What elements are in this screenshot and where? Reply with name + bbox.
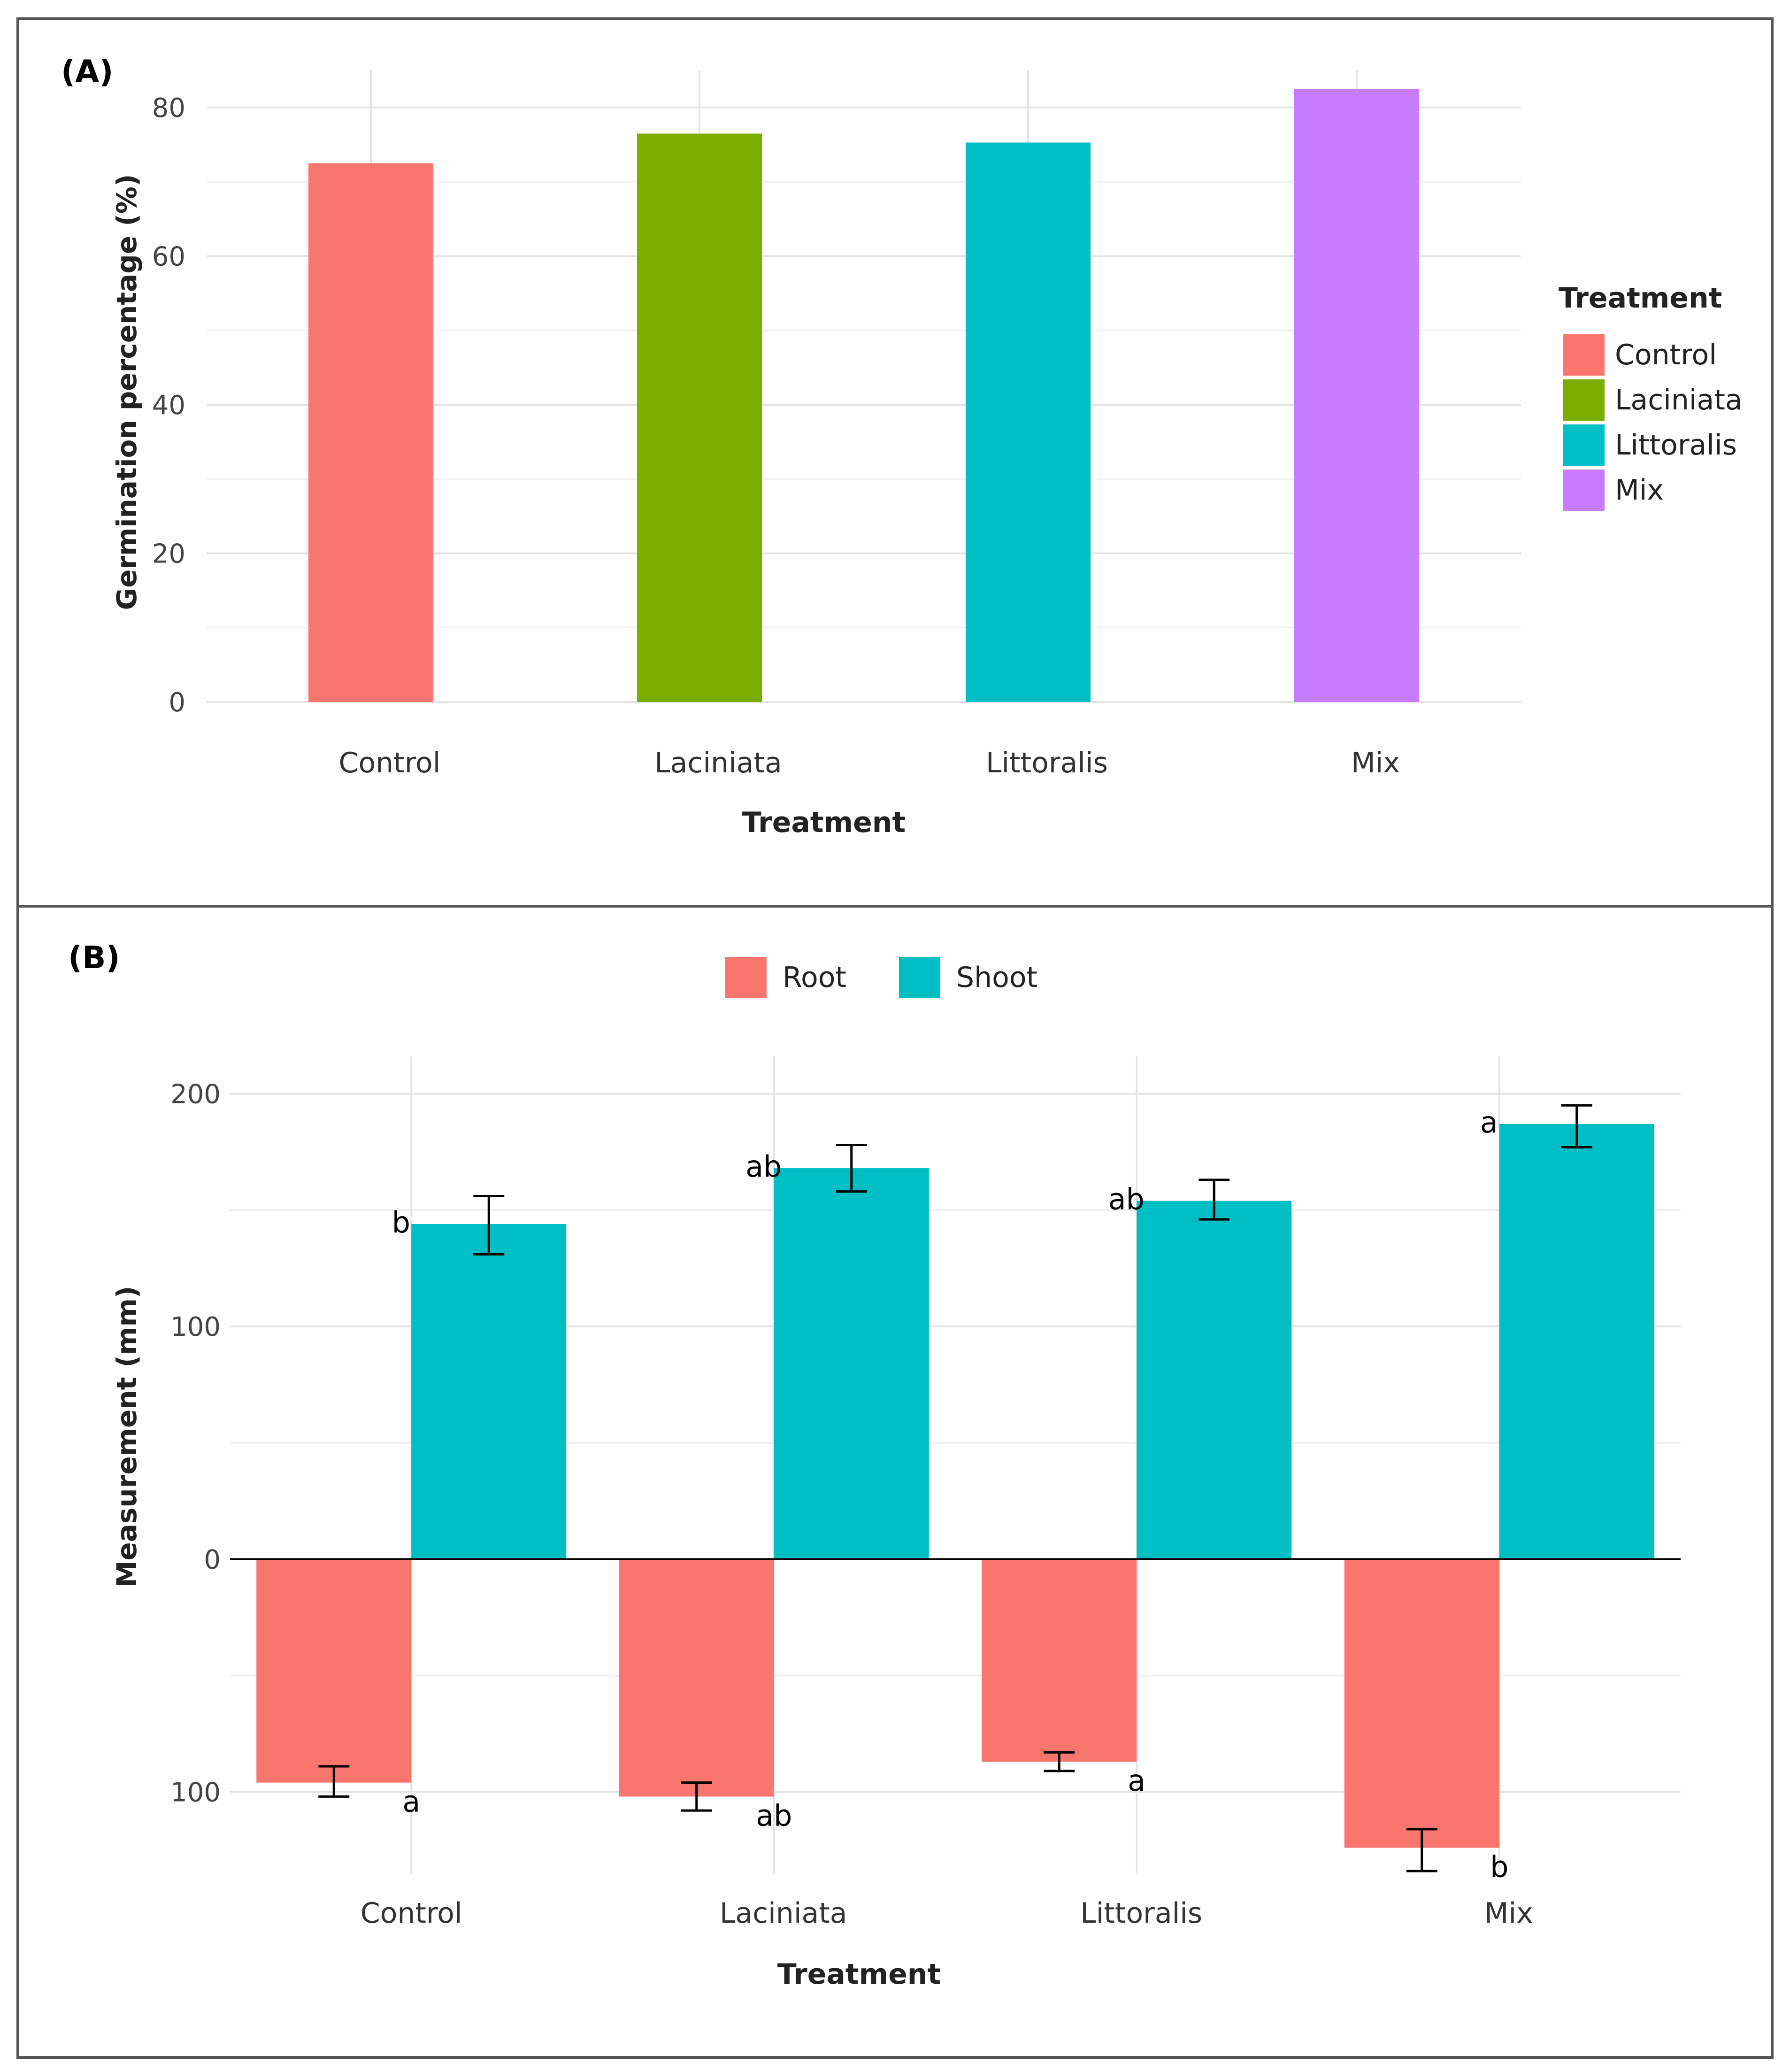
shoot-bar-control bbox=[411, 1224, 567, 1559]
panel-b-bars bbox=[256, 1124, 1654, 1848]
panel-a-bars bbox=[308, 89, 1419, 702]
legend-label-laciniata: Laciniata bbox=[1615, 384, 1743, 416]
y-tick-label: 40 bbox=[152, 390, 185, 421]
root-bar-mix bbox=[1344, 1559, 1499, 1848]
panel-a-label: (A) bbox=[61, 54, 113, 90]
shoot-letter-control: b bbox=[392, 1205, 410, 1240]
x-tick-label-laciniata: Laciniata bbox=[720, 1897, 847, 1930]
y-tick-label: 0 bbox=[204, 1545, 221, 1575]
panel-b-y-tick-labels: 100 0 100 200 bbox=[170, 1079, 221, 1808]
legend-key-shoot bbox=[899, 957, 940, 998]
y-tick-label: 100 bbox=[170, 1778, 221, 1808]
panel-a-legend-title: Treatment bbox=[1559, 282, 1722, 315]
x-tick-label-mix: Mix bbox=[1484, 1897, 1533, 1930]
root-bar-littoralis bbox=[982, 1559, 1137, 1762]
panel-b-x-axis-title: Treatment bbox=[777, 1958, 941, 1991]
panel-a-x-tick-labels: Control Laciniata Littoralis Mix bbox=[339, 747, 1400, 779]
y-tick-label: 60 bbox=[152, 242, 185, 272]
root-letter-mix: b bbox=[1490, 1849, 1508, 1884]
root-letter-littoralis: a bbox=[1128, 1764, 1145, 1798]
shoot-bar-mix bbox=[1499, 1124, 1654, 1559]
legend-key-control bbox=[1563, 334, 1605, 376]
y-tick-label: 20 bbox=[152, 539, 185, 570]
bar-laciniata bbox=[637, 133, 762, 702]
x-tick-label-control: Control bbox=[339, 747, 441, 779]
shoot-bar-laciniata bbox=[774, 1168, 929, 1559]
panel-b-x-tick-labels: Control Laciniata Littoralis Mix bbox=[361, 1897, 1533, 1930]
panel-a-legend-items: Control Laciniata Littoralis Mix bbox=[1563, 334, 1743, 511]
root-bar-laciniata bbox=[619, 1559, 774, 1797]
shoot-letter-littoralis: ab bbox=[1108, 1182, 1145, 1216]
y-tick-label: 100 bbox=[170, 1312, 221, 1342]
shoot-bar-littoralis bbox=[1137, 1201, 1292, 1559]
shoot-letter-mix: a bbox=[1480, 1105, 1498, 1140]
panel-a-legend: Treatment Control Laciniata Littoralis Mix bbox=[1559, 282, 1743, 511]
panel-a-y-axis-title: Germination percentage (%) bbox=[111, 174, 143, 610]
legend-key-littoralis bbox=[1563, 424, 1605, 466]
x-tick-label-littoralis: Littoralis bbox=[986, 747, 1108, 779]
x-tick-label-control: Control bbox=[361, 1897, 462, 1930]
panel-b-legend: Root Shoot bbox=[725, 957, 1037, 998]
x-tick-label-littoralis: Littoralis bbox=[1080, 1897, 1202, 1930]
legend-label-root: Root bbox=[783, 961, 846, 994]
x-tick-label-laciniata: Laciniata bbox=[654, 747, 782, 779]
panel-a-y-tick-labels: 0 20 40 60 80 bbox=[152, 93, 185, 718]
legend-key-mix bbox=[1563, 470, 1605, 511]
y-tick-label: 80 bbox=[152, 93, 185, 123]
legend-key-laciniata bbox=[1563, 379, 1605, 421]
panel-b-label: (B) bbox=[68, 940, 120, 976]
y-tick-label: 0 bbox=[169, 687, 185, 718]
shoot-letter-laciniata: ab bbox=[745, 1149, 782, 1184]
x-tick-label-mix: Mix bbox=[1351, 747, 1400, 779]
panel-a-x-axis-title: Treatment bbox=[742, 806, 906, 839]
legend-label-shoot: Shoot bbox=[956, 961, 1037, 994]
panel-a: (A) 0 20 40 60 80 Control Laciniata Littoralis… bbox=[61, 54, 1743, 839]
bar-control bbox=[308, 163, 433, 702]
root-letter-control: a bbox=[402, 1785, 420, 1819]
root-letter-laciniata: ab bbox=[756, 1798, 792, 1833]
legend-label-mix: Mix bbox=[1615, 474, 1664, 507]
legend-label-littoralis: Littoralis bbox=[1615, 429, 1737, 462]
y-tick-label: 200 bbox=[170, 1079, 221, 1109]
root-bar-control bbox=[256, 1559, 412, 1783]
bar-littoralis bbox=[966, 142, 1091, 702]
panel-b-error-bars bbox=[318, 1104, 1592, 1872]
legend-label-control: Control bbox=[1615, 339, 1717, 371]
legend-key-root bbox=[725, 957, 767, 998]
bar-mix bbox=[1294, 89, 1419, 702]
panel-b-y-axis-title: Measurement (mm) bbox=[111, 1286, 143, 1588]
